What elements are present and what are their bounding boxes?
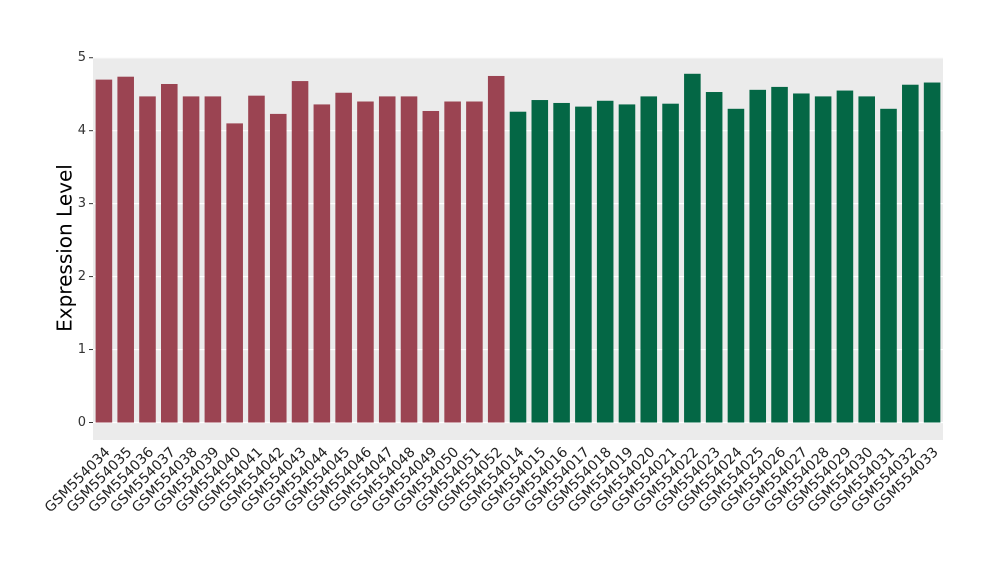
bar: [422, 110, 440, 423]
bar: [400, 96, 418, 423]
bar: [618, 104, 636, 423]
bar: [771, 86, 788, 423]
bar: [269, 113, 287, 423]
bar: [95, 79, 113, 423]
bar: [575, 106, 592, 423]
y-tick-label: 3: [78, 196, 86, 211]
bar: [858, 96, 875, 423]
bar: [880, 108, 897, 423]
bar: [793, 93, 810, 423]
bar: [923, 82, 941, 423]
bar: [139, 96, 156, 423]
bar: [378, 96, 396, 423]
bar: [487, 75, 505, 423]
y-tick-label: 1: [78, 342, 86, 357]
bar: [335, 92, 352, 423]
bar: [248, 95, 265, 423]
bar: [509, 111, 527, 423]
bar: [182, 96, 200, 423]
y-tick-label: 4: [78, 123, 86, 138]
bar: [531, 100, 549, 423]
bar: [226, 123, 243, 423]
bar: [161, 83, 178, 423]
bar: [640, 96, 658, 423]
bar: [553, 102, 570, 423]
bar: [662, 103, 679, 423]
y-tick-label: 2: [78, 269, 86, 284]
bar: [705, 92, 723, 423]
y-axis-label: Expression Level: [53, 164, 77, 332]
bar: [313, 104, 331, 423]
bar: [291, 81, 309, 423]
bar: [466, 101, 483, 423]
bar: [902, 84, 919, 423]
bar: [836, 90, 854, 423]
bar: [204, 96, 222, 423]
bar: [596, 100, 614, 423]
y-tick-label: 0: [78, 415, 86, 430]
bar: [117, 76, 134, 423]
bar: [684, 73, 701, 423]
bar: [357, 101, 374, 423]
bar: [727, 108, 745, 423]
bar: [814, 96, 832, 423]
y-tick-label: 5: [78, 50, 86, 65]
bar: [444, 101, 461, 423]
bar: [749, 89, 767, 423]
